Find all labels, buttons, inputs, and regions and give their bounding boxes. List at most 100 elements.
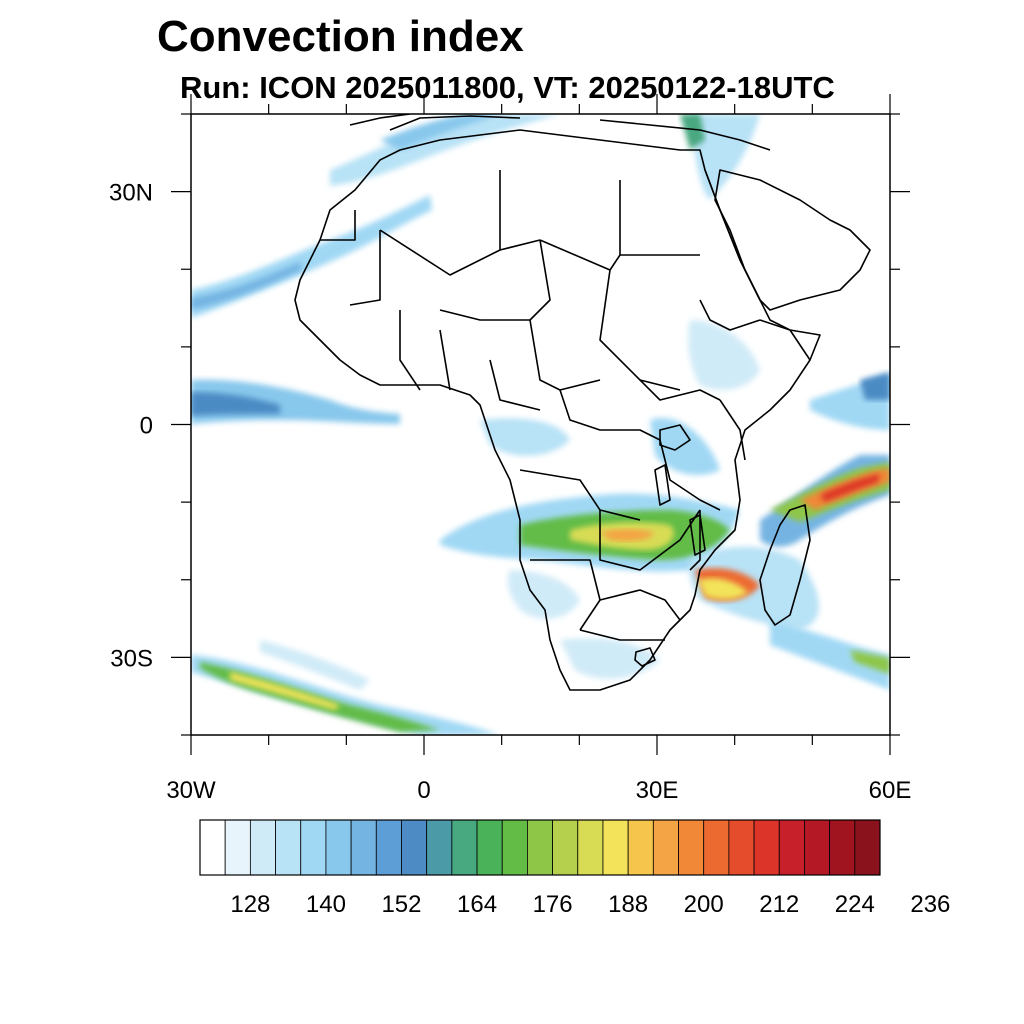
- colorbar-swatch: [728, 819, 755, 876]
- x-tick-label: 30W: [166, 777, 216, 804]
- axis-ticks: [171, 94, 910, 755]
- colorbar-swatch: [476, 819, 503, 876]
- colorbar-swatch: [300, 819, 327, 876]
- border-segment: [599, 589, 681, 621]
- field-band-mozambique-mid: [698, 578, 748, 600]
- x-tick-label: 60E: [869, 777, 912, 804]
- colorbar-tick-label: 224: [835, 891, 875, 918]
- colorbar-swatch: [350, 819, 377, 876]
- border-segment: [519, 469, 641, 521]
- colorbar-swatch: [652, 819, 679, 876]
- field-band-mediterranean-core: [380, 114, 500, 150]
- turkey-coast: [599, 119, 771, 151]
- colorbar-tick-label: 164: [457, 891, 497, 918]
- border-segment: [489, 359, 541, 411]
- colorbar-swatch: [703, 819, 730, 876]
- colorbar-swatch: [401, 819, 428, 876]
- colorbar-swatch: [375, 819, 402, 876]
- colorbar: 128 140 152 164 176 188 200 212 224 236: [199, 819, 950, 918]
- colorbar-swatch: [325, 819, 352, 876]
- lesotho: [634, 647, 656, 667]
- colorbar-tick-label: 176: [533, 891, 573, 918]
- colorbar-tick-label: 128: [230, 891, 270, 918]
- y-tick-label: 30N: [109, 180, 153, 207]
- colorbar-swatch: [804, 819, 831, 876]
- x-tick-label: 0: [417, 777, 430, 804]
- border-segment: [320, 210, 356, 241]
- border-segment: [599, 509, 701, 571]
- colorbar-swatch: [678, 819, 705, 876]
- x-tick-label: 30E: [636, 777, 679, 804]
- colorbar-tick-label: 152: [381, 891, 421, 918]
- chart-subtitle: Run: ICON 2025011800, VT: 20250122-18UTC: [180, 70, 835, 105]
- colorbar-swatch: [501, 819, 528, 876]
- border-segment: [530, 559, 601, 631]
- colorbar-swatch: [778, 819, 805, 876]
- border-segment: [529, 319, 601, 391]
- colorbar-swatch: [224, 819, 251, 876]
- colorbar-tick-label: 200: [684, 891, 724, 918]
- africa-coastline: [294, 129, 821, 691]
- border-segment: [559, 389, 661, 441]
- field-band-south-of-madagascar-core: [850, 650, 890, 674]
- colorbar-swatch: [753, 819, 780, 876]
- border-segment: [379, 229, 541, 276]
- colorbar-tick-label: 188: [608, 891, 648, 918]
- field-band-sw-indian-peak: [820, 474, 880, 502]
- field-band-mediterranean: [330, 114, 560, 186]
- madagascar: [759, 504, 811, 626]
- field-band-southern-ocean-mid: [200, 662, 440, 732]
- colorbar-swatch: [199, 819, 226, 876]
- field-band-southern-tip: [560, 638, 660, 679]
- colorbar-swatch: [426, 819, 453, 876]
- border-segment: [539, 239, 621, 271]
- lake-victoria: [659, 424, 691, 451]
- colorbar-swatch: [602, 819, 629, 876]
- colorbar-swatch: [552, 819, 579, 876]
- field-band-east-africa: [688, 320, 760, 390]
- field-band-great-lakes: [650, 418, 720, 475]
- colorbar-tick-label: 212: [759, 891, 799, 918]
- border-segment: [439, 329, 451, 391]
- lake-malawi: [689, 514, 706, 556]
- field-band-southern-ocean-core: [230, 672, 340, 710]
- border-segment: [699, 299, 761, 331]
- border-segment: [439, 309, 530, 321]
- red-sea-east-coast: [704, 169, 761, 301]
- coastlines-and-borders: [294, 114, 871, 691]
- border-segment: [689, 510, 701, 571]
- arabian-peninsula: [714, 169, 871, 311]
- colorbar-swatch: [829, 819, 856, 876]
- border-segment: [759, 319, 811, 361]
- colorbar-border: [199, 819, 881, 876]
- colorbar-swatch: [451, 819, 478, 876]
- mediterranean-north-coast: [389, 115, 521, 131]
- border-segment: [579, 629, 665, 641]
- iberia-coast: [349, 114, 411, 126]
- field-band-ne-indian-core: [860, 372, 890, 400]
- colorbar-tick-label: 140: [306, 891, 346, 918]
- border-segment: [659, 439, 721, 511]
- field-band-southern-ocean: [191, 655, 500, 735]
- y-tick-label: 30S: [110, 645, 153, 672]
- colorbar-swatch: [249, 819, 276, 876]
- border-segment: [399, 310, 421, 391]
- border-segment: [639, 379, 721, 401]
- field-band-equatorial-atlantic-core: [191, 392, 280, 416]
- colorbar-tick-label: 236: [910, 891, 950, 918]
- border-segment: [529, 239, 551, 321]
- axis-tick-labels: 30W 0 30E 60E 30N 0 30S: [109, 180, 911, 804]
- colorbar-swatch: [854, 819, 881, 876]
- lake-tanganyika: [654, 464, 671, 506]
- field-band-middle-east-core: [680, 114, 705, 150]
- convection-field: [191, 114, 890, 735]
- colorbar-swatch: [577, 819, 604, 876]
- border-segment: [599, 269, 681, 391]
- colorbar-swatch: [527, 819, 553, 876]
- field-band-north-atlantic-core: [191, 262, 302, 310]
- field-band-south-of-madagascar: [770, 620, 890, 690]
- border-segment: [619, 180, 700, 256]
- border-segment: [349, 230, 381, 306]
- field-band-southern-africa-peak: [600, 529, 655, 542]
